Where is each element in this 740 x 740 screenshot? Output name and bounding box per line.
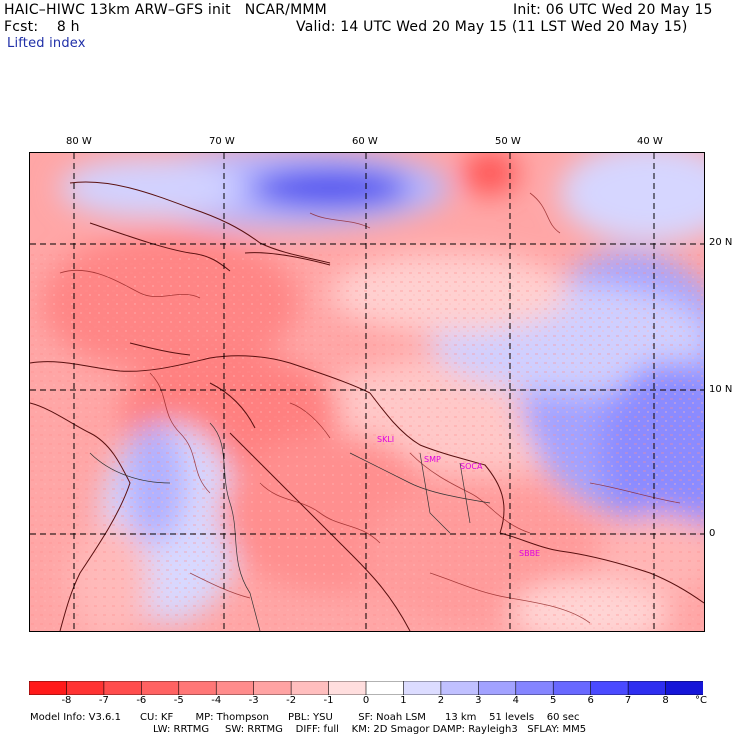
colorbar-swatch — [290, 680, 330, 696]
valid-time: Valid: 14 UTC Wed 20 May 15 (11 LST Wed … — [296, 19, 688, 35]
colorbar-swatch — [403, 680, 442, 696]
country-borders — [89, 422, 491, 631]
model-title: HAIC–HIWC 13km ARW–GFS init NCAR/MMM — [4, 2, 327, 18]
colorbar-level-label: 5 — [550, 695, 557, 706]
colorbar-level-label: 0 — [362, 695, 370, 706]
colorbar-unit: °C — [695, 695, 707, 706]
lat-label-0: 0 — [709, 528, 716, 539]
lon-label-50w: 50 W — [495, 136, 521, 147]
colorbar-swatch — [141, 680, 180, 696]
colorbar-level-label: 8 — [662, 695, 669, 706]
colorbar-level-label: -4 — [211, 695, 222, 706]
colorbar-swatch — [253, 680, 292, 696]
station-soca: SOCA — [460, 462, 483, 471]
colorbar-swatch — [365, 680, 405, 696]
colorbar-swatch — [28, 680, 68, 696]
colorbar-level-label: -7 — [98, 695, 109, 706]
forecast-hour: Fcst: 8 h — [4, 19, 80, 35]
colorbar-swatch — [515, 680, 555, 696]
lat-label-20n: 20 N — [709, 237, 733, 248]
colorbar-level-label: 7 — [624, 695, 632, 706]
lon-label-60w: 60 W — [352, 136, 378, 147]
colorbar-level-label: -2 — [286, 695, 297, 706]
colorbar-level-label: 6 — [587, 695, 594, 706]
colorbar-level-label: -1 — [323, 695, 334, 706]
colorbar-level-label: -5 — [173, 695, 184, 706]
colorbar-swatches — [28, 680, 704, 696]
colorbar — [28, 680, 704, 699]
colorbar-swatch — [103, 680, 143, 696]
colorbar-level-label: -3 — [248, 695, 259, 706]
colorbar-swatch — [665, 680, 704, 696]
model-info-line2: LW: RRTMG SW: RRTMG DIFF: full KM: 2D Sm… — [153, 724, 587, 735]
colorbar-swatch — [215, 680, 255, 696]
lon-label-80w: 80 W — [66, 136, 92, 147]
lon-label-40w: 40 W — [637, 136, 663, 147]
colorbar-level-label: 4 — [512, 695, 519, 706]
coastlines — [30, 181, 704, 631]
colorbar-swatch — [66, 680, 105, 696]
station-smp: SMP — [424, 455, 441, 464]
colorbar-level-label: 3 — [475, 695, 482, 706]
lifted-index-map: SKLI SMP SOCA SBBE — [29, 152, 705, 632]
colorbar-swatch — [440, 680, 480, 696]
station-skli: SKLI — [377, 435, 394, 444]
field-name: Lifted index — [7, 36, 86, 51]
model-info-line1: Model Info: V3.6.1 CU: KF MP: Thompson P… — [30, 712, 580, 723]
contours — [59, 192, 681, 624]
map-canvas: SKLI SMP SOCA SBBE — [30, 153, 704, 631]
colorbar-level-label: 2 — [437, 695, 445, 706]
field-speckle — [30, 253, 704, 631]
station-sbbe: SBBE — [519, 549, 540, 558]
lon-label-70w: 70 W — [209, 136, 235, 147]
colorbar-swatch — [627, 680, 667, 696]
colorbar-level-label: -6 — [136, 695, 147, 706]
colorbar-level-label: -8 — [61, 695, 72, 706]
colorbar-swatch — [590, 680, 629, 696]
init-time: Init: 06 UTC Wed 20 May 15 — [513, 2, 713, 18]
colorbar-swatch — [478, 680, 517, 696]
graticule — [30, 153, 704, 631]
colorbar-level-label: 1 — [400, 695, 407, 706]
colorbar-swatch — [552, 680, 592, 696]
lat-label-10n: 10 N — [709, 384, 733, 395]
colorbar-swatch — [328, 680, 367, 696]
colorbar-swatch — [178, 680, 218, 696]
